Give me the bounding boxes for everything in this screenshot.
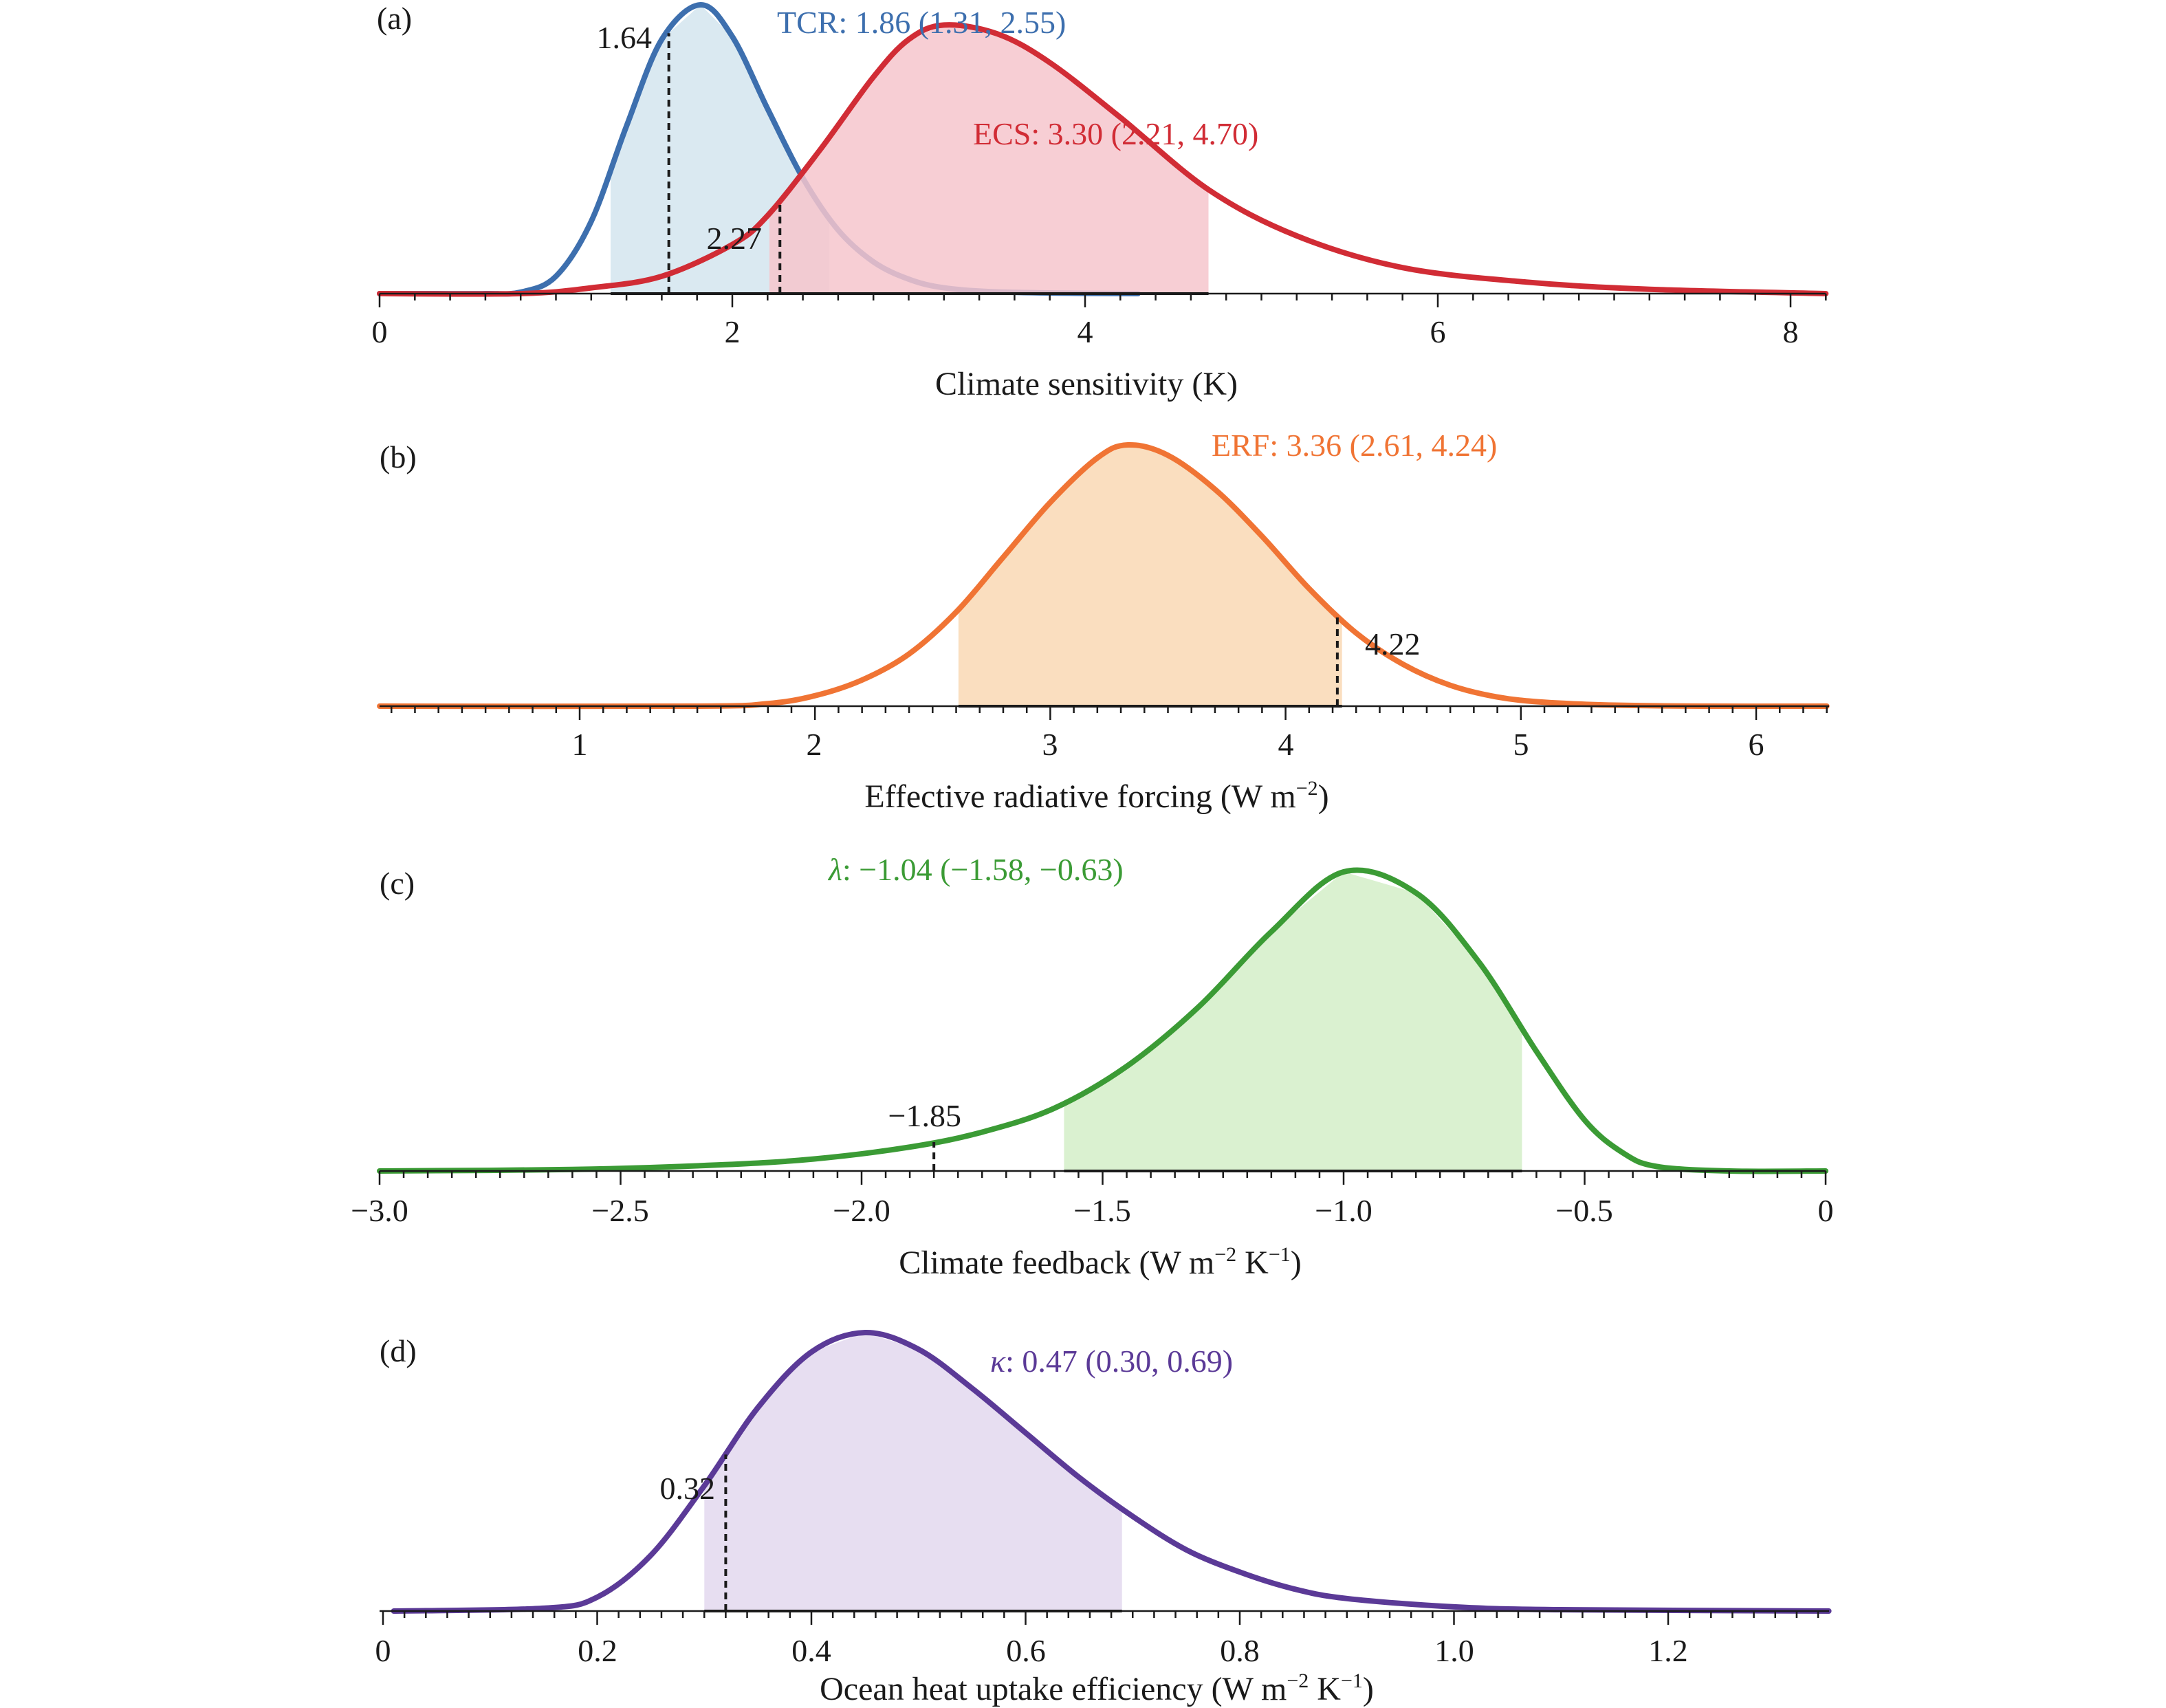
lambda-marker-label: −1.85	[888, 1098, 961, 1133]
x-tick-label: 2	[807, 727, 822, 762]
panel-b: (b) 1 2 3 4 5 6 Effective radiative forc…	[377, 428, 1830, 815]
ecs-range-area	[769, 25, 1209, 294]
x-axis-title-mid: K	[1236, 1245, 1269, 1281]
x-tick-label: 8	[1783, 314, 1799, 349]
kappa-symbol: κ	[990, 1344, 1006, 1379]
x-tick-label: 0	[375, 1633, 391, 1668]
x-tick-label: 5	[1513, 727, 1529, 762]
x-tick-labels: 0 2 4 6 8	[372, 314, 1799, 349]
panel-label: (b)	[380, 439, 417, 474]
x-axis-title: Climate sensitivity (K)	[935, 366, 1238, 402]
x-tick-label: 0.8	[1220, 1633, 1260, 1668]
x-tick-label: 6	[1430, 314, 1446, 349]
x-tick-labels: 0 0.2 0.4 0.6 0.8 1.0 1.2	[375, 1633, 1688, 1668]
erf-marker-label: 4.22	[1365, 626, 1421, 661]
kappa-range-area	[704, 1333, 1122, 1611]
panel-label: (c)	[380, 866, 415, 901]
x-tick-label: −2.5	[591, 1193, 648, 1228]
plot-area	[377, 2, 1829, 297]
x-ticks	[382, 1611, 1819, 1625]
kappa-summary-values: : 0.47 (0.30, 0.69)	[1005, 1344, 1233, 1379]
x-tick-labels: −3.0 −2.5 −2.0 −1.5 −1.0 −0.5 0	[351, 1193, 1833, 1228]
tcr-summary-label: TCR: 1.86 (1.31, 2.55)	[777, 5, 1066, 40]
x-axis-title: Ocean heat uptake efficiency (W m−2 K−1)	[820, 1669, 1374, 1707]
x-ticks	[378, 1171, 1827, 1185]
erf-range-area	[958, 446, 1342, 706]
x-axis-title-end: )	[1363, 1671, 1374, 1707]
plot-area	[377, 441, 1830, 710]
x-tick-label: −0.5	[1555, 1193, 1612, 1228]
x-tick-label: 4	[1278, 727, 1294, 762]
tcr-marker-label: 1.64	[597, 20, 653, 55]
x-tick-label: 0	[372, 314, 388, 349]
x-axis-title-main: Climate feedback (W m	[899, 1245, 1214, 1281]
x-axis-title-end: )	[1318, 778, 1329, 815]
x-ticks	[390, 706, 1828, 720]
x-axis-title-sup: −2	[1214, 1243, 1236, 1266]
x-tick-label: −1.5	[1073, 1193, 1130, 1228]
x-ticks	[378, 294, 1827, 307]
ecs-marker-label: 2.27	[707, 221, 763, 256]
kappa-marker-label: 0.32	[660, 1471, 716, 1506]
plot-area	[377, 867, 1828, 1174]
x-axis-title: Climate feedback (W m−2 K−1)	[899, 1243, 1301, 1281]
lambda-range-area	[1064, 873, 1522, 1171]
x-tick-label: −2.0	[833, 1193, 890, 1228]
x-axis-title-sup2: −1	[1341, 1669, 1363, 1692]
x-tick-label: 6	[1749, 727, 1764, 762]
ecs-summary-label: ECS: 3.30 (2.21, 4.70)	[973, 116, 1258, 151]
kappa-summary-label: κ: 0.47 (0.30, 0.69)	[990, 1344, 1233, 1379]
kappa-curve	[391, 1329, 1832, 1614]
x-axis-title-sup: −2	[1287, 1669, 1309, 1692]
erf-curve	[377, 441, 1830, 710]
x-tick-label: 0.2	[578, 1633, 617, 1668]
x-axis-title-end: )	[1291, 1245, 1302, 1281]
x-tick-label: −1.0	[1315, 1193, 1372, 1228]
panel-a: (a) 0 2 4 6 8 Climate sensitivity (K) TC…	[372, 1, 1829, 402]
x-tick-label: 2	[725, 314, 741, 349]
x-tick-label: 0.4	[791, 1633, 831, 1668]
lambda-summary-label: λ: −1.04 (−1.58, −0.63)	[827, 852, 1124, 887]
x-axis-title-main: Effective radiative forcing (W m	[864, 778, 1295, 815]
lambda-curve	[377, 867, 1828, 1174]
x-tick-label: 4	[1077, 314, 1093, 349]
erf-summary-label: ERF: 3.36 (2.61, 4.24)	[1212, 428, 1497, 463]
x-axis-title-main: Ocean heat uptake efficiency (W m	[820, 1671, 1287, 1707]
x-axis-title: Effective radiative forcing (W m−2)	[864, 777, 1328, 815]
lambda-symbol: λ	[827, 852, 842, 887]
x-axis-title-sup: −2	[1296, 777, 1318, 800]
ecs-curve	[377, 22, 1829, 297]
x-axis-title-mid: K	[1309, 1671, 1341, 1707]
panel-c: (c) −3.0 −2.5 −2.0 −1.5 −1.0 −0.5 0 Clim…	[351, 852, 1833, 1281]
x-tick-label: 1.0	[1434, 1633, 1474, 1668]
x-tick-label: −3.0	[351, 1193, 408, 1228]
x-axis-title-sup2: −1	[1269, 1243, 1291, 1266]
panel-d: (d) 0 0.2 0.4 0.6 0.8 1.0 1.2 Ocean heat…	[375, 1329, 1832, 1707]
x-tick-label: 1.2	[1648, 1633, 1688, 1668]
x-tick-label: 1	[572, 727, 588, 762]
x-tick-label: 0.6	[1006, 1633, 1046, 1668]
lambda-summary-values: : −1.04 (−1.58, −0.63)	[842, 852, 1124, 887]
panel-label: (a)	[377, 1, 412, 36]
panel-label: (d)	[380, 1333, 417, 1368]
x-tick-label: 0	[1818, 1193, 1834, 1228]
x-tick-labels: 1 2 3 4 5 6	[572, 727, 1764, 762]
x-tick-label: 3	[1042, 727, 1058, 762]
